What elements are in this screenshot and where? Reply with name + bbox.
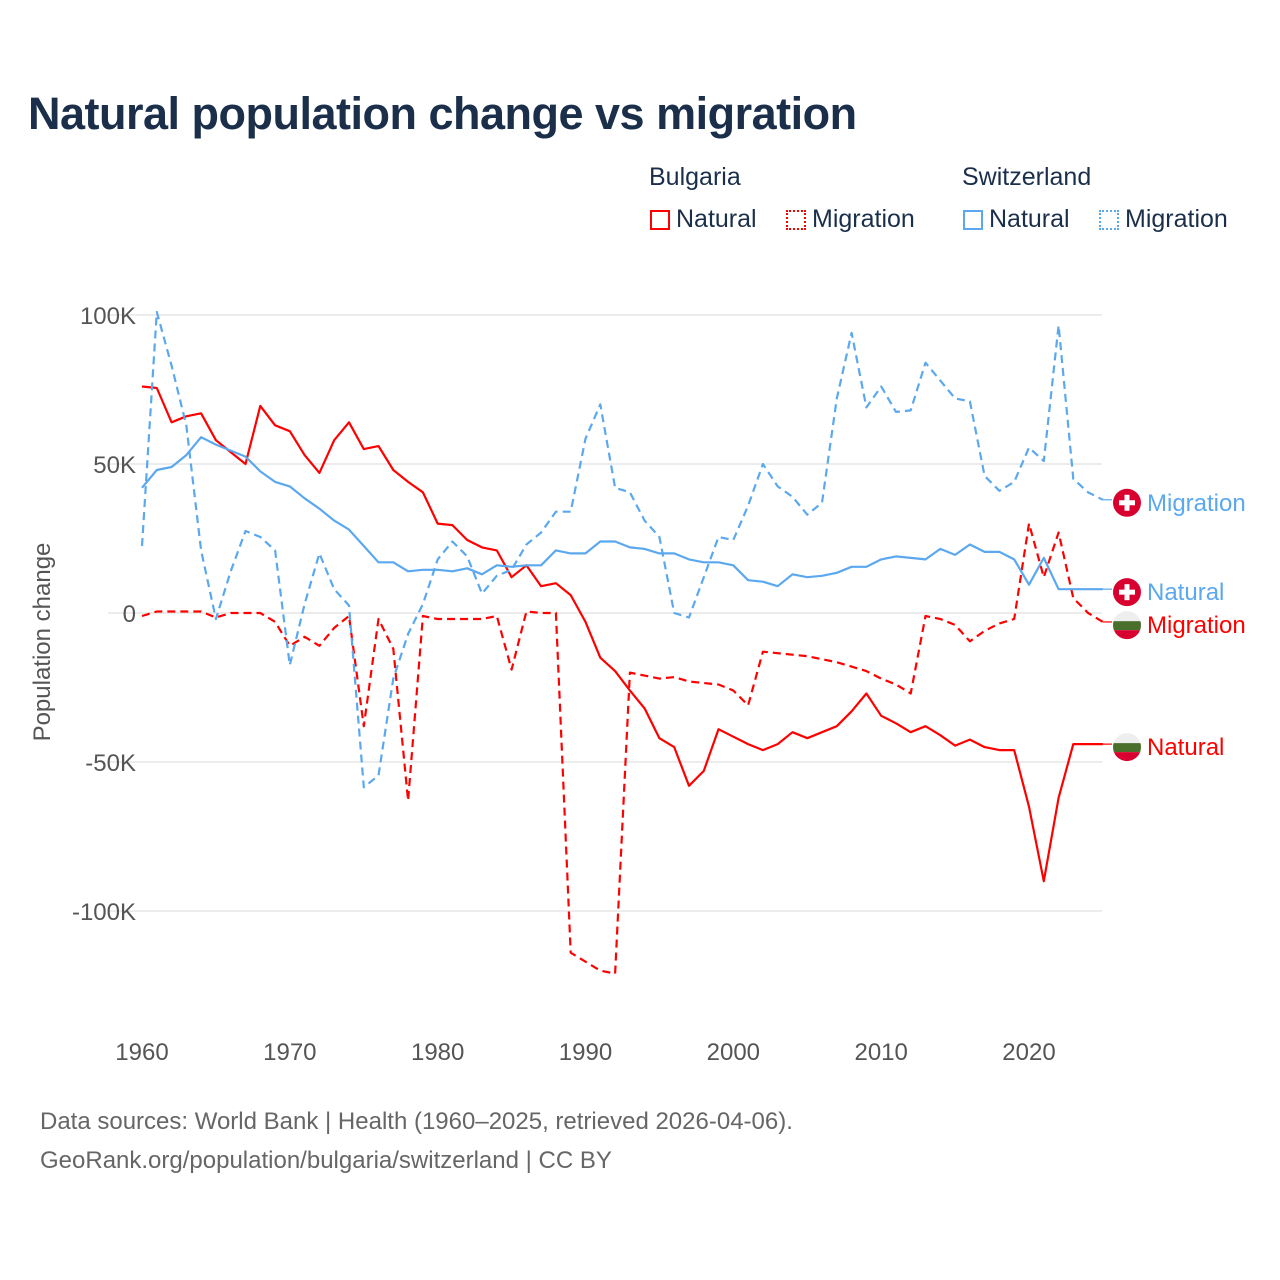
x-tick-label: 1970 xyxy=(263,1039,316,1066)
end-label-switzerland-natural: Natural xyxy=(1113,578,1224,607)
dotted-swatch-icon xyxy=(786,209,806,230)
dotted-swatch-icon xyxy=(1099,209,1119,230)
legend-switzerland-natural[interactable]: Natural xyxy=(963,205,1070,234)
series-end-label: Natural xyxy=(1147,579,1224,606)
x-tick-label: 1960 xyxy=(115,1039,168,1066)
legend-bulgaria-natural[interactable]: Natural xyxy=(650,205,757,234)
end-label-bulgaria-natural: Natural xyxy=(1113,733,1224,762)
solid-swatch-icon xyxy=(650,209,670,230)
legend-group-switzerland: Switzerland xyxy=(962,163,1092,191)
legend-label: Natural xyxy=(989,205,1070,233)
line-chart: 100K 50K 0 -50K -100K 1960 1970 1980 1990 2000 201… xyxy=(29,303,1246,1066)
legend-switzerland-migration[interactable]: Migration xyxy=(1099,205,1228,234)
series-end-label: Migration xyxy=(1147,612,1246,639)
y-tick-label: -50K xyxy=(85,750,136,777)
bulgaria-flag-icon xyxy=(1113,733,1141,762)
x-tick-label: 1980 xyxy=(411,1039,464,1066)
y-tick-label: 100K xyxy=(80,303,136,330)
legend-label: Migration xyxy=(812,205,915,233)
y-tick-label: 0 xyxy=(123,601,136,628)
flag-stripe-white xyxy=(1113,733,1141,744)
footer-link[interactable]: GeoRank.org/population/bulgaria/switzerl… xyxy=(40,1147,612,1174)
solid-swatch-icon xyxy=(963,209,983,230)
series-line-bulgaria-natural xyxy=(141,385,1103,883)
x-tick-label: 1990 xyxy=(559,1039,612,1066)
y-axis-label: Population change xyxy=(29,543,56,742)
legend-label: Natural xyxy=(676,205,757,233)
x-tick-label: 2020 xyxy=(1002,1039,1055,1066)
end-label-switzerland-migration: Migration xyxy=(1113,488,1246,517)
flag-stripe-green xyxy=(1113,743,1141,753)
flag-cross xyxy=(1119,500,1135,506)
legend-label: Migration xyxy=(1125,205,1228,233)
flag-stripe-red xyxy=(1113,752,1141,762)
bulgaria-flag-icon xyxy=(1113,611,1141,640)
footer-sources: Data sources: World Bank | Health (1960–… xyxy=(40,1108,793,1135)
y-tick-label: -100K xyxy=(72,899,136,926)
legend-bulgaria-migration[interactable]: Migration xyxy=(786,205,915,234)
flag-cross xyxy=(1119,589,1135,595)
legend-group-bulgaria: Bulgaria xyxy=(649,163,741,191)
end-label-bulgaria-migration: Migration xyxy=(1113,611,1246,640)
flag-stripe-white xyxy=(1113,611,1141,622)
series-line-switzerland-natural xyxy=(141,436,1103,591)
series-end-label: Migration xyxy=(1147,490,1246,517)
series-end-label: Natural xyxy=(1147,734,1224,761)
series-line-switzerland-migration xyxy=(140,310,1104,789)
x-tick-label: 2000 xyxy=(707,1039,760,1066)
y-tick-label: 50K xyxy=(93,452,136,479)
series-line-bulgaria-migration xyxy=(141,522,1104,975)
chart-title: Natural population change vs migration xyxy=(28,88,857,139)
x-tick-label: 2010 xyxy=(854,1039,907,1066)
flag-stripe-red xyxy=(1113,630,1141,640)
flag-stripe-green xyxy=(1113,621,1141,631)
